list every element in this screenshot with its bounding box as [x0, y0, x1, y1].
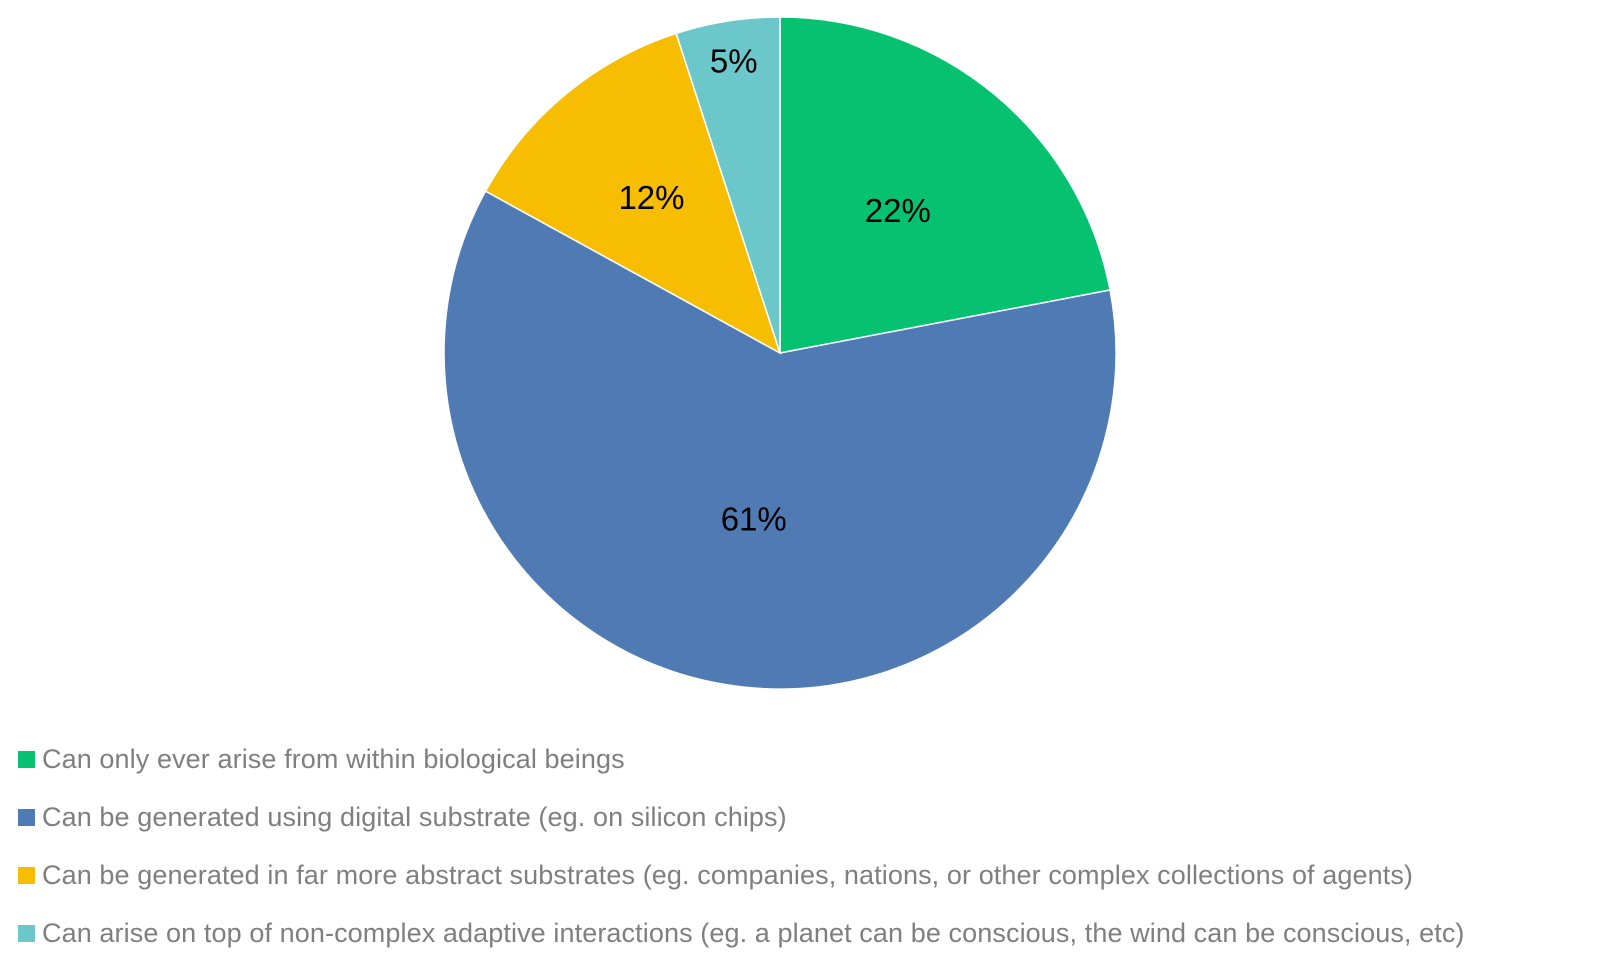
pie-data-label-4: 5% — [710, 42, 758, 79]
pie-data-label-2: 61% — [721, 500, 787, 537]
pie-slice-3 — [484, 32, 782, 355]
pie-slice-4 — [675, 16, 781, 354]
pie-slices — [443, 16, 1117, 690]
legend-label: Can be generated using digital substrate… — [42, 801, 787, 832]
pie-data-label-3: 12% — [618, 179, 684, 216]
pie-data-labels: 22% 61% 12% 5% — [618, 42, 930, 537]
legend-item: Can be generated using digital substrate… — [18, 788, 1588, 846]
legend-label: Can only ever arise from within biologic… — [42, 743, 625, 774]
pie-slice-2 — [443, 190, 1117, 690]
legend-swatch — [18, 866, 35, 884]
pie-slice-1 — [779, 16, 1111, 354]
legend-swatch — [18, 808, 35, 826]
pie-chart: 22% 61% 12% 5% — [443, 16, 1117, 690]
legend-item: Can arise on top of non-complex adaptive… — [18, 904, 1588, 962]
legend-label: Can arise on top of non-complex adaptive… — [42, 917, 1465, 948]
legend-swatch — [18, 750, 35, 768]
pie-data-label-1: 22% — [865, 192, 931, 229]
legend-label: Can be generated in far more abstract su… — [42, 859, 1414, 890]
legend-swatch — [18, 924, 35, 942]
legend-item: Can be generated in far more abstract su… — [18, 846, 1588, 904]
legend: Can only ever arise from within biologic… — [18, 730, 1588, 970]
legend-item: Can only ever arise from within biologic… — [18, 730, 1588, 788]
